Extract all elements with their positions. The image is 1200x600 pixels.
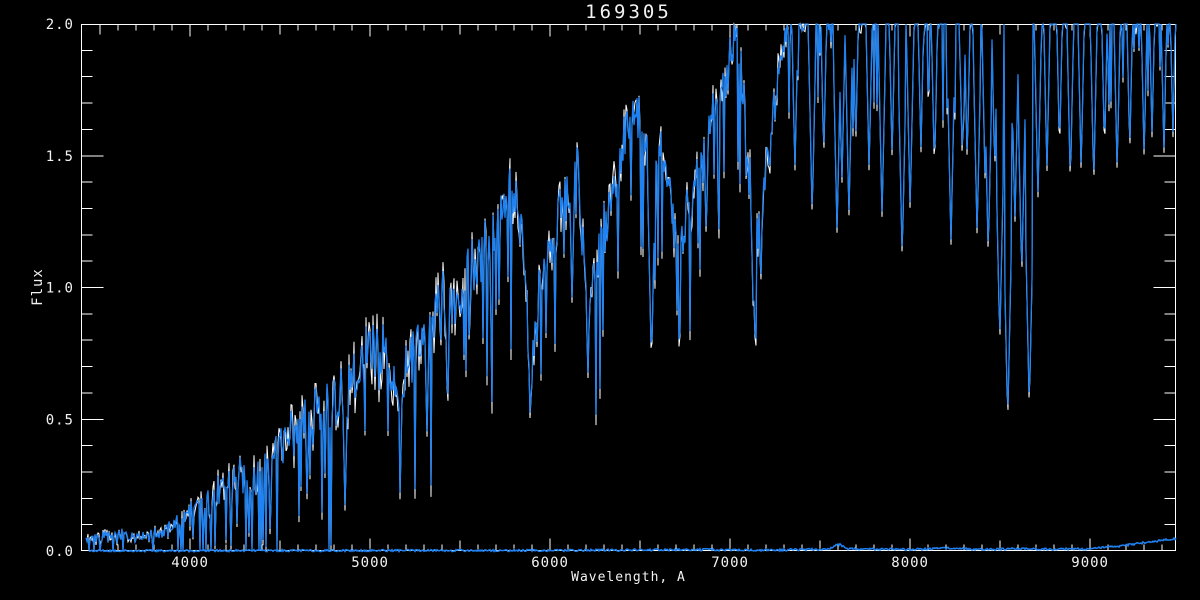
x-tick-label: 4000	[171, 555, 209, 571]
axis-frame	[81, 24, 1176, 551]
x-tick-label: 5000	[351, 555, 389, 571]
x-axis-label: Wavelength, A	[571, 570, 686, 585]
spectrum-highlight-path	[85, 22, 1177, 552]
zero-level-path	[88, 536, 1177, 554]
x-tick-label: 7000	[711, 555, 749, 571]
x-tick-label: 9000	[1071, 555, 1109, 571]
y-tick-label: 1.0	[46, 281, 74, 297]
tick-labels: 4000 5000 6000 7000 8000 9000 0.0 0.5 1.0 1.5 2.0	[46, 17, 1109, 571]
y-axis-label: Flux	[30, 268, 46, 306]
spectrum-path	[85, 21, 1177, 551]
x-tick-label: 6000	[531, 555, 569, 571]
x-tick-label: 8000	[891, 555, 929, 571]
y-tick-label: 0.0	[46, 544, 74, 560]
plot-title: 169305	[585, 1, 672, 23]
y-axis-ticks	[81, 49, 1176, 526]
y-tick-label: 0.5	[46, 412, 74, 428]
y-tick-label: 2.0	[46, 17, 74, 33]
y-tick-label: 1.5	[46, 149, 74, 165]
